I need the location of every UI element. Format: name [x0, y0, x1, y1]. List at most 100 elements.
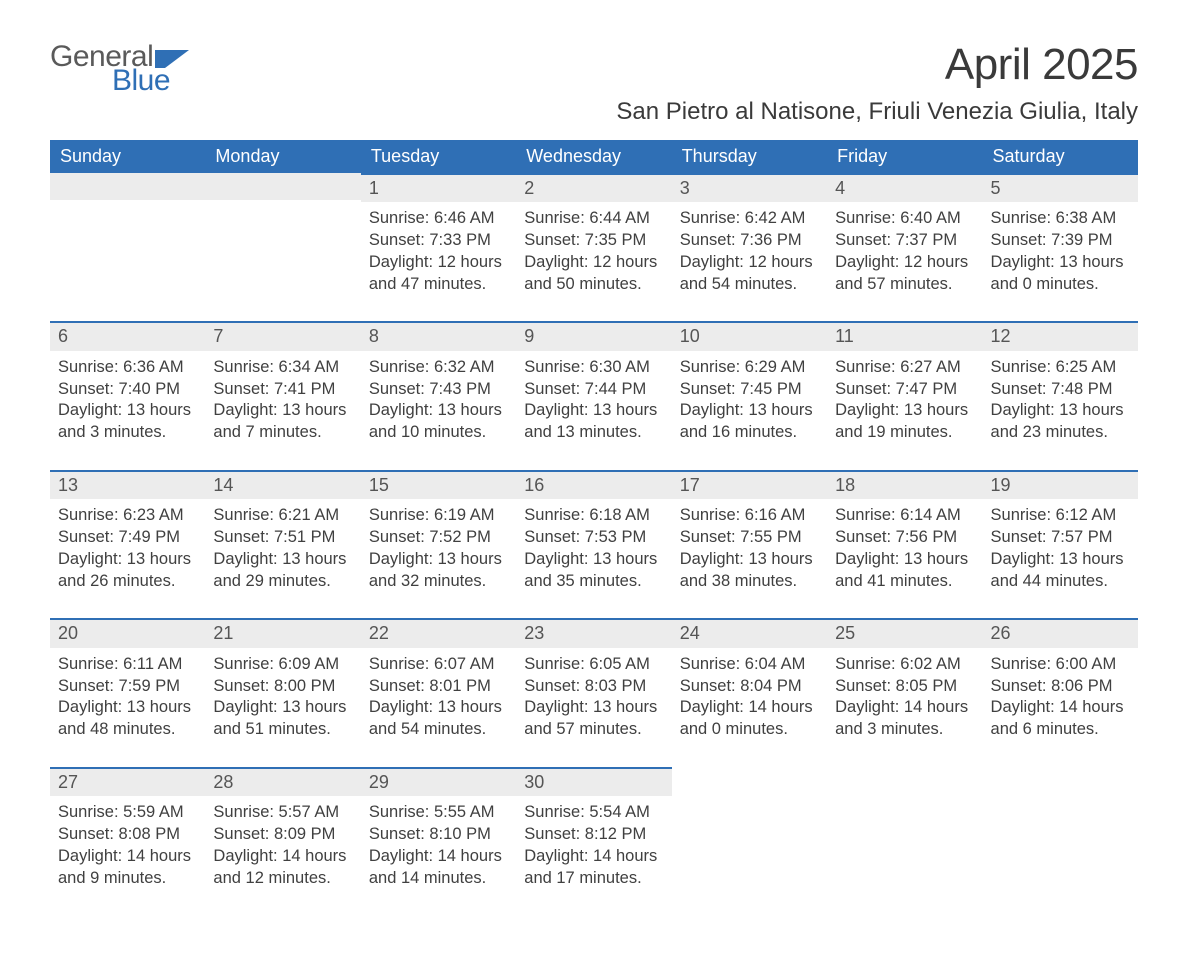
page-header: General Blue April 2025 San Pietro al Na…: [50, 40, 1138, 126]
calendar-cell: 2Sunrise: 6:44 AMSunset: 7:35 PMDaylight…: [516, 173, 671, 321]
day-number-bar: 12: [983, 321, 1138, 350]
calendar-cell: 27Sunrise: 5:59 AMSunset: 8:08 PMDayligh…: [50, 767, 205, 915]
day-details: Sunrise: 6:25 AMSunset: 7:48 PMDaylight:…: [983, 351, 1138, 444]
day-details: Sunrise: 6:34 AMSunset: 7:41 PMDaylight:…: [205, 351, 360, 444]
calendar-cell: 19Sunrise: 6:12 AMSunset: 7:57 PMDayligh…: [983, 470, 1138, 618]
logo-text-blue: Blue: [112, 64, 170, 97]
weekday-header: Tuesday: [361, 140, 516, 173]
calendar-cell: 8Sunrise: 6:32 AMSunset: 7:43 PMDaylight…: [361, 321, 516, 469]
weekday-header: Sunday: [50, 140, 205, 173]
day-details: Sunrise: 6:05 AMSunset: 8:03 PMDaylight:…: [516, 648, 671, 741]
weekday-header: Saturday: [983, 140, 1138, 173]
calendar-cell: 11Sunrise: 6:27 AMSunset: 7:47 PMDayligh…: [827, 321, 982, 469]
calendar-cell: 29Sunrise: 5:55 AMSunset: 8:10 PMDayligh…: [361, 767, 516, 915]
day-details: Sunrise: 6:19 AMSunset: 7:52 PMDaylight:…: [361, 499, 516, 592]
logo: General Blue: [50, 40, 189, 98]
day-details: Sunrise: 6:32 AMSunset: 7:43 PMDaylight:…: [361, 351, 516, 444]
calendar-cell: 21Sunrise: 6:09 AMSunset: 8:00 PMDayligh…: [205, 618, 360, 766]
day-details: Sunrise: 6:18 AMSunset: 7:53 PMDaylight:…: [516, 499, 671, 592]
page-title: April 2025: [616, 40, 1138, 90]
calendar-cell: 28Sunrise: 5:57 AMSunset: 8:09 PMDayligh…: [205, 767, 360, 915]
weekday-header: Monday: [205, 140, 360, 173]
day-number-bar: 17: [672, 470, 827, 499]
calendar-week-row: 20Sunrise: 6:11 AMSunset: 7:59 PMDayligh…: [50, 618, 1138, 766]
day-number-bar: 20: [50, 618, 205, 647]
calendar-body: 1Sunrise: 6:46 AMSunset: 7:33 PMDaylight…: [50, 173, 1138, 915]
calendar-cell: [827, 767, 982, 915]
day-number-bar-empty: [205, 173, 360, 200]
calendar-cell: 24Sunrise: 6:04 AMSunset: 8:04 PMDayligh…: [672, 618, 827, 766]
weekday-header: Friday: [827, 140, 982, 173]
day-details: Sunrise: 6:36 AMSunset: 7:40 PMDaylight:…: [50, 351, 205, 444]
calendar-cell: 4Sunrise: 6:40 AMSunset: 7:37 PMDaylight…: [827, 173, 982, 321]
day-details: Sunrise: 6:02 AMSunset: 8:05 PMDaylight:…: [827, 648, 982, 741]
logo-stack: General Blue: [50, 40, 189, 98]
calendar-week-row: 6Sunrise: 6:36 AMSunset: 7:40 PMDaylight…: [50, 321, 1138, 469]
day-number-bar: 23: [516, 618, 671, 647]
day-number-bar: 27: [50, 767, 205, 796]
day-number-bar: 16: [516, 470, 671, 499]
day-number-bar: 7: [205, 321, 360, 350]
calendar-week-row: 1Sunrise: 6:46 AMSunset: 7:33 PMDaylight…: [50, 173, 1138, 321]
day-details: Sunrise: 6:46 AMSunset: 7:33 PMDaylight:…: [361, 202, 516, 295]
calendar-cell: 30Sunrise: 5:54 AMSunset: 8:12 PMDayligh…: [516, 767, 671, 915]
day-number-bar: 18: [827, 470, 982, 499]
day-number-bar: 2: [516, 173, 671, 202]
day-details: Sunrise: 6:12 AMSunset: 7:57 PMDaylight:…: [983, 499, 1138, 592]
calendar-cell: 6Sunrise: 6:36 AMSunset: 7:40 PMDaylight…: [50, 321, 205, 469]
day-details: Sunrise: 5:57 AMSunset: 8:09 PMDaylight:…: [205, 796, 360, 889]
day-number-bar: 25: [827, 618, 982, 647]
calendar-cell: 3Sunrise: 6:42 AMSunset: 7:36 PMDaylight…: [672, 173, 827, 321]
weekday-header: Thursday: [672, 140, 827, 173]
calendar-week-row: 13Sunrise: 6:23 AMSunset: 7:49 PMDayligh…: [50, 470, 1138, 618]
calendar-cell: [672, 767, 827, 915]
day-number-bar: 15: [361, 470, 516, 499]
day-details: Sunrise: 5:55 AMSunset: 8:10 PMDaylight:…: [361, 796, 516, 889]
day-details: Sunrise: 5:54 AMSunset: 8:12 PMDaylight:…: [516, 796, 671, 889]
day-number-bar: 21: [205, 618, 360, 647]
day-details: Sunrise: 6:00 AMSunset: 8:06 PMDaylight:…: [983, 648, 1138, 741]
calendar-cell: 23Sunrise: 6:05 AMSunset: 8:03 PMDayligh…: [516, 618, 671, 766]
day-number-bar: 22: [361, 618, 516, 647]
day-details: Sunrise: 6:07 AMSunset: 8:01 PMDaylight:…: [361, 648, 516, 741]
weekday-header-row: SundayMondayTuesdayWednesdayThursdayFrid…: [50, 140, 1138, 173]
day-details: Sunrise: 6:29 AMSunset: 7:45 PMDaylight:…: [672, 351, 827, 444]
day-details: Sunrise: 6:11 AMSunset: 7:59 PMDaylight:…: [50, 648, 205, 741]
calendar-cell: 22Sunrise: 6:07 AMSunset: 8:01 PMDayligh…: [361, 618, 516, 766]
calendar-cell: [983, 767, 1138, 915]
day-details: Sunrise: 6:16 AMSunset: 7:55 PMDaylight:…: [672, 499, 827, 592]
calendar-cell: 7Sunrise: 6:34 AMSunset: 7:41 PMDaylight…: [205, 321, 360, 469]
day-details: Sunrise: 6:40 AMSunset: 7:37 PMDaylight:…: [827, 202, 982, 295]
day-number-bar: 11: [827, 321, 982, 350]
day-number-bar: 19: [983, 470, 1138, 499]
day-number-bar: 29: [361, 767, 516, 796]
calendar-cell: 13Sunrise: 6:23 AMSunset: 7:49 PMDayligh…: [50, 470, 205, 618]
calendar-cell: 12Sunrise: 6:25 AMSunset: 7:48 PMDayligh…: [983, 321, 1138, 469]
day-details: Sunrise: 6:23 AMSunset: 7:49 PMDaylight:…: [50, 499, 205, 592]
calendar-week-row: 27Sunrise: 5:59 AMSunset: 8:08 PMDayligh…: [50, 767, 1138, 915]
day-number-bar: 3: [672, 173, 827, 202]
day-number-bar: 5: [983, 173, 1138, 202]
day-number-bar: 13: [50, 470, 205, 499]
day-number-bar: 10: [672, 321, 827, 350]
calendar-cell: 18Sunrise: 6:14 AMSunset: 7:56 PMDayligh…: [827, 470, 982, 618]
calendar-cell: 14Sunrise: 6:21 AMSunset: 7:51 PMDayligh…: [205, 470, 360, 618]
day-number-bar-empty: [50, 173, 205, 200]
day-details: Sunrise: 6:38 AMSunset: 7:39 PMDaylight:…: [983, 202, 1138, 295]
weekday-header: Wednesday: [516, 140, 671, 173]
calendar-cell: 17Sunrise: 6:16 AMSunset: 7:55 PMDayligh…: [672, 470, 827, 618]
calendar-cell: 5Sunrise: 6:38 AMSunset: 7:39 PMDaylight…: [983, 173, 1138, 321]
day-number-bar: 28: [205, 767, 360, 796]
calendar-table: SundayMondayTuesdayWednesdayThursdayFrid…: [50, 140, 1138, 915]
day-details: Sunrise: 6:09 AMSunset: 8:00 PMDaylight:…: [205, 648, 360, 741]
calendar-cell: 20Sunrise: 6:11 AMSunset: 7:59 PMDayligh…: [50, 618, 205, 766]
calendar-cell: 15Sunrise: 6:19 AMSunset: 7:52 PMDayligh…: [361, 470, 516, 618]
calendar-cell: 26Sunrise: 6:00 AMSunset: 8:06 PMDayligh…: [983, 618, 1138, 766]
day-details: Sunrise: 6:42 AMSunset: 7:36 PMDaylight:…: [672, 202, 827, 295]
day-details: Sunrise: 6:04 AMSunset: 8:04 PMDaylight:…: [672, 648, 827, 741]
day-number-bar: 6: [50, 321, 205, 350]
day-number-bar: 26: [983, 618, 1138, 647]
day-number-bar: 24: [672, 618, 827, 647]
calendar-cell: 9Sunrise: 6:30 AMSunset: 7:44 PMDaylight…: [516, 321, 671, 469]
day-details: Sunrise: 6:30 AMSunset: 7:44 PMDaylight:…: [516, 351, 671, 444]
